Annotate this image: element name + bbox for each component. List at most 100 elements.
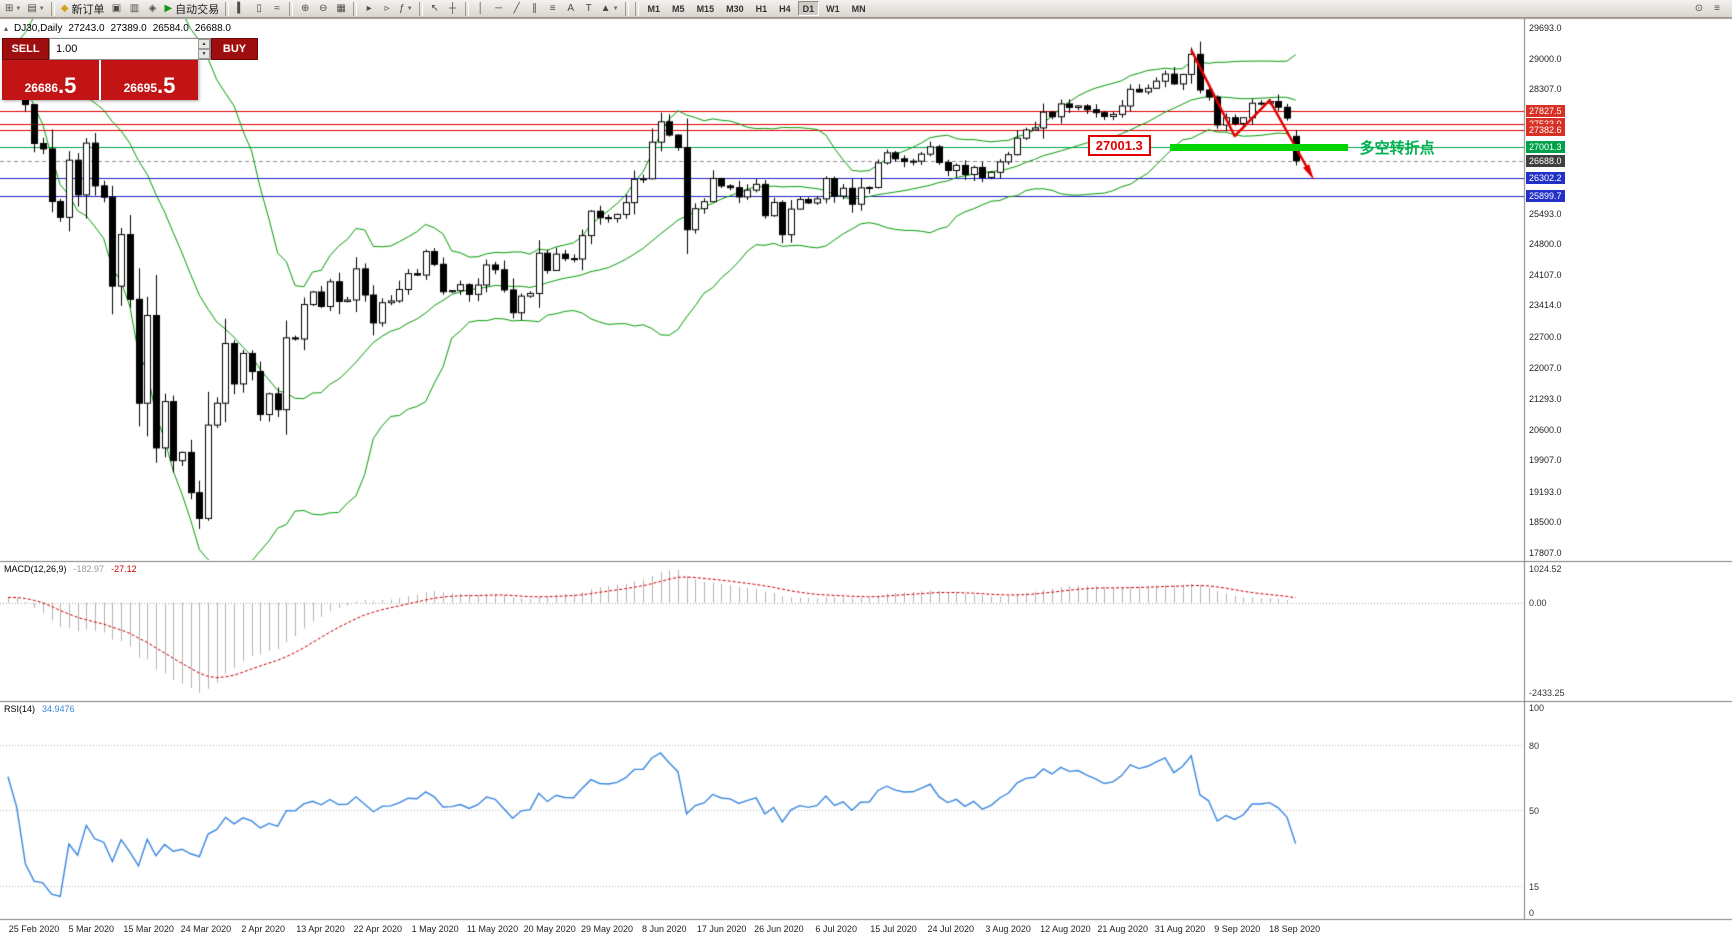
date-label: 29 May 2020 — [580, 924, 634, 934]
date-label: 24 Jul 2020 — [927, 924, 975, 934]
macd-name: MACD(12,26,9) — [4, 564, 67, 574]
timeframe-w1-button[interactable]: W1 — [821, 1, 845, 16]
timeframe-m1-button[interactable]: M1 — [643, 1, 666, 16]
price-divider — [99, 60, 101, 100]
chart-shift-button[interactable]: ▹ — [378, 1, 396, 17]
quick-menu-button[interactable]: ≡ — [1708, 1, 1726, 17]
zoom-in-button[interactable]: ⊕ — [296, 1, 314, 17]
auto-scroll-button[interactable]: ▸ — [360, 1, 378, 17]
price-tick-label: 24800.0 — [1529, 239, 1562, 250]
text-button[interactable]: A — [562, 1, 580, 17]
tile-windows-icon: ▦ — [336, 2, 346, 14]
new-order-button[interactable]: ◆ 新订单 — [58, 1, 108, 17]
macd-main-value: -182.97 — [73, 564, 105, 574]
equidistant-channel-button[interactable]: ∥ — [526, 1, 544, 17]
market-watch-icon: ▣ — [111, 2, 122, 14]
price-level-tag[interactable]: 27001.3 — [1526, 141, 1565, 154]
date-label: 17 Jun 2020 — [696, 924, 747, 934]
vertical-line-button[interactable]: │ — [472, 1, 490, 17]
price-level-callout[interactable]: 27001.3 — [1087, 135, 1151, 157]
price-tick-label: 25493.0 — [1529, 208, 1562, 219]
date-label: 3 Aug 2020 — [985, 924, 1031, 934]
candlestick-mode-button[interactable]: ▯ — [250, 1, 268, 17]
timeframe-d1-button[interactable]: D1 — [797, 1, 820, 16]
timeframe-h4-button[interactable]: H4 — [774, 1, 796, 16]
profiles-button[interactable]: ▤ ▼ — [24, 1, 47, 17]
trendline-button[interactable]: ╱ — [508, 1, 526, 17]
fibonacci-icon: ≡ — [549, 2, 556, 14]
tile-windows-button[interactable]: ▦ — [332, 1, 350, 17]
data-window-icon: ▥ — [129, 2, 140, 14]
price-level-tag[interactable]: 26688.0 — [1526, 154, 1565, 167]
text-icon: A — [567, 2, 574, 14]
timeframe-m30-button[interactable]: M30 — [721, 1, 749, 16]
new-chart-button[interactable]: ⊞ ▼ — [2, 1, 24, 17]
toolbar-separator — [225, 1, 230, 16]
volume-down-button[interactable]: ▼ — [198, 49, 210, 59]
line-chart-mode-button[interactable]: ≈ — [268, 1, 286, 17]
toolbar-separator — [50, 1, 55, 16]
price-level-tag[interactable]: 27827.5 — [1526, 104, 1565, 117]
date-label: 2 Apr 2020 — [241, 924, 285, 934]
support-zone-bar[interactable] — [1169, 143, 1348, 151]
date-label: 12 Aug 2020 — [1040, 924, 1091, 934]
price-level-tag[interactable]: 27382.6 — [1526, 124, 1565, 137]
horizontal-line-icon: ─ — [495, 2, 503, 14]
fibonacci-button[interactable]: ≡ — [544, 1, 562, 17]
zoom-out-button[interactable]: ⊖ — [314, 1, 332, 17]
crosshair-button[interactable]: ┼ — [444, 1, 462, 17]
horizontal-line-button[interactable]: ─ — [490, 1, 508, 17]
toolbar-left-group: ⊞ ▼ ▤ ▼ ◆ 新订单 ▣ ▥ ◈ ▶ 自动交易 ▍ ▯ ≈ ⊕ ⊖ ▦ ▸ ▹ ƒ ▼ ↖ ┼ │ ─ ╱ ∥ ≡ A T ▲ ▼ — [2, 1, 632, 17]
volume-up-button[interactable]: ▲ — [198, 39, 210, 49]
indicators-button[interactable]: ƒ ▼ — [396, 1, 416, 17]
data-window-button[interactable]: ▥ — [125, 1, 143, 17]
market-watch-button[interactable]: ▣ — [107, 1, 125, 17]
price-tick-label: 19907.0 — [1529, 455, 1562, 466]
date-label: 26 Jun 2020 — [754, 924, 804, 934]
line-chart-mode-icon: ≈ — [274, 2, 280, 14]
auto-trading-button[interactable]: ▶ 自动交易 — [161, 1, 222, 17]
toolbar-separator — [634, 1, 639, 16]
sell-price[interactable]: 26686 .5 — [2, 60, 99, 100]
price-tick-label: 22007.0 — [1529, 362, 1562, 373]
indicators-icon: ƒ — [399, 2, 405, 14]
chart-symbol-icon: ▴ — [4, 24, 9, 33]
new-order-icon: ◆ — [60, 2, 69, 14]
low-value: 26584.0 — [152, 23, 189, 34]
macd-axis-label: 1024.52 — [1529, 564, 1562, 574]
price-level-tag[interactable]: 26302.2 — [1526, 171, 1565, 184]
chevron-down-icon: ▼ — [38, 5, 45, 12]
price-level-tag[interactable]: 25899.7 — [1526, 189, 1565, 202]
auto-trading-label: 自动交易 — [175, 3, 220, 16]
toolbar-separator — [289, 1, 294, 16]
buy-price[interactable]: 26695 .5 — [101, 60, 198, 100]
cursor-button[interactable]: ↖ — [426, 1, 444, 17]
vertical-line-icon: │ — [477, 2, 484, 14]
price-tick-label: 19193.0 — [1529, 486, 1562, 497]
search-button[interactable]: ⊙ — [1690, 1, 1708, 17]
volume-input[interactable] — [50, 39, 198, 59]
timeframe-h1-button[interactable]: H1 — [751, 1, 773, 16]
chevron-down-icon: ▼ — [612, 5, 619, 12]
bar-chart-mode-button[interactable]: ▍ — [232, 1, 250, 17]
crosshair-icon: ┼ — [449, 2, 457, 14]
sell-button[interactable]: SELL — [2, 38, 49, 60]
timeframe-mn-button[interactable]: MN — [847, 1, 871, 16]
price-tick-label: 23414.0 — [1529, 300, 1562, 311]
buy-button[interactable]: BUY — [211, 38, 258, 60]
price-tick-label: 20600.0 — [1529, 424, 1562, 435]
toolbar-separator — [418, 1, 423, 16]
buy-price-main: 26695 — [123, 81, 157, 95]
arrows-button[interactable]: ▲ ▼ — [598, 1, 622, 17]
symbol-period-label: DJ30,Daily — [14, 23, 63, 34]
chevron-down-icon: ▼ — [15, 5, 22, 12]
rsi-axis-label: 50 — [1529, 806, 1540, 816]
navigator-button[interactable]: ◈ — [143, 1, 161, 17]
sell-price-main: 26686 — [24, 81, 58, 95]
timeframe-m15-button[interactable]: M15 — [692, 1, 720, 16]
text-label-button[interactable]: T — [580, 1, 598, 17]
timeframe-m5-button[interactable]: M5 — [667, 1, 690, 16]
rsi-axis-label: 100 — [1529, 703, 1545, 713]
turning-point-label: 多空转折点 — [1359, 140, 1435, 158]
